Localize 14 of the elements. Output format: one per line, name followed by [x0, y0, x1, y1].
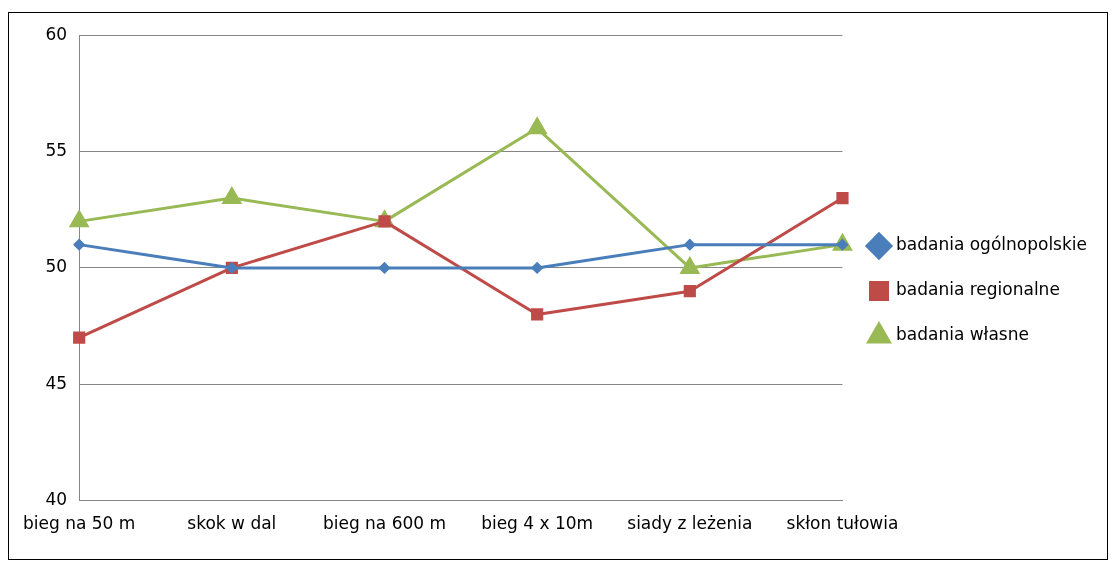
x-tick-label: bieg 4 x 10m	[481, 513, 594, 534]
y-tick-label: 50	[45, 256, 68, 277]
y-tick-label: 60	[45, 23, 68, 44]
x-tick-label: skłon tułowia	[786, 513, 899, 534]
legend-label: badania własne	[895, 324, 1029, 345]
y-tick-label: 45	[45, 372, 68, 393]
legend-label: badania ogólnopolskie	[895, 234, 1088, 255]
y-tick-label: 40	[45, 489, 68, 510]
x-tick-label: bieg na 600 m	[322, 513, 447, 534]
legend-label: badania regionalne	[895, 279, 1060, 300]
y-tick-label: 55	[45, 139, 68, 160]
x-tick-label: bieg na 50 m	[23, 513, 136, 534]
x-tick-label: siady z leżenia	[627, 513, 753, 534]
x-tick-label: skok w dal	[187, 513, 277, 534]
